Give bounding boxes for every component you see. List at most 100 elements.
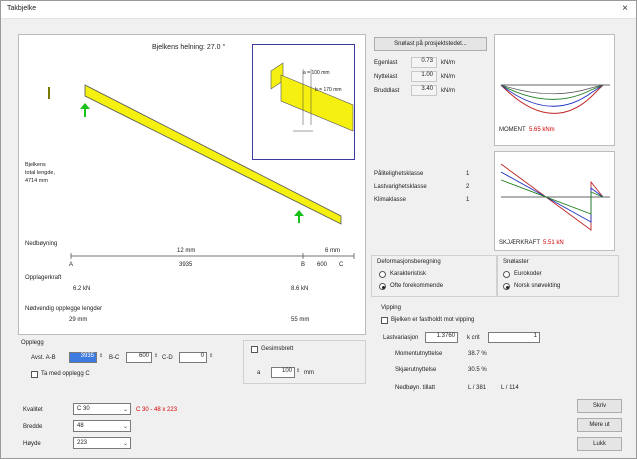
deflection-util-label: Nedbøyn. tillatt [395, 385, 436, 391]
beam-length-line2: total lengde, [25, 170, 55, 176]
standard-option-0[interactable]: Eurokoder [514, 271, 542, 277]
deformation-title: Deformasjonsberegning [377, 259, 441, 265]
beam-shape [84, 84, 342, 225]
moment-util-label: Momentutnyttelse [395, 351, 443, 357]
beam-length-line1: Bjelkens [25, 162, 46, 168]
avst-ab-field[interactable]: 3935 [69, 352, 97, 363]
support-b-label: B [301, 262, 306, 268]
bredde-select[interactable]: 48 ⌄ [73, 420, 131, 432]
standard-group [497, 255, 619, 297]
load-nytte-value: 1.00 [421, 72, 433, 78]
overhang-value: 100 [281, 368, 292, 374]
support-a-label: A [69, 262, 74, 268]
deflection-span: 12 mm [177, 248, 196, 254]
lastvariasjon-field[interactable]: 1.3760 [425, 332, 458, 343]
supports-group-label: Opplegg [21, 340, 44, 346]
detail-dim-b: b = 170 mm [315, 87, 342, 93]
reaction-b: 8.6 kN [291, 286, 309, 292]
deflection-cantilever: 6 mm [325, 248, 340, 254]
c-d-value: 0 [200, 353, 204, 359]
deformation-option-1[interactable]: Ofte forekommende [390, 283, 444, 289]
c-d-spinner[interactable]: ⇕ [209, 353, 214, 359]
span-bc-label: 600 [317, 262, 328, 268]
kvalitet-note: C 30 - 48 x 223 [136, 407, 178, 413]
kvalitet-label: Kvalitet [23, 407, 43, 413]
lastvariasjon-label: Lastvariasjon [383, 335, 419, 341]
deformation-option-0[interactable]: Karakteristisk [390, 271, 427, 277]
vipping-checkbox-label: Bjelken er fastholdt mot vipping [391, 317, 475, 323]
close-icon[interactable]: × [622, 3, 628, 14]
moment-value: 5.65 kNm [529, 127, 555, 133]
chevron-down-icon: ⌄ [122, 424, 128, 430]
avst-ab-label: Avst. A-B [31, 355, 56, 361]
load-egen-field: 0.73 [411, 57, 437, 68]
c-d-label: C-D [162, 355, 173, 361]
moment-chart: MOMENT 5.65 kNm [494, 34, 615, 146]
kvalitet-select[interactable]: C 30 ⌄ [73, 403, 131, 415]
shear-util-value: 30.5 % [468, 367, 487, 373]
more-button[interactable]: Mere ut [577, 418, 622, 432]
load-nytte-field: 1.00 [411, 71, 437, 82]
load-brudd-field: 3.40 [411, 85, 437, 96]
overhang-checkbox[interactable] [251, 346, 258, 353]
reactions-label: Opplagerkraft [25, 275, 62, 281]
more-button-label: Mere ut [589, 422, 610, 428]
hoyde-label: Høyde [23, 441, 41, 447]
deformation-option-0-radio[interactable] [379, 271, 386, 278]
hoyde-select[interactable]: 223 ⌄ [73, 437, 131, 449]
bearing-a: 29 mm [69, 317, 88, 323]
bredde-value: 48 [77, 423, 84, 429]
bearing-length-label: Nødvendig opplegge lengder [25, 306, 103, 312]
print-button[interactable]: Skriv [577, 399, 622, 413]
close-button[interactable]: Lukk [577, 437, 622, 451]
class-palitelighet-label: Pålitelighetsklasse [374, 171, 424, 177]
support-b-arrow [294, 210, 304, 223]
vipping-checkbox[interactable] [381, 317, 388, 324]
beam-drawing [48, 84, 355, 259]
deformation-option-1-radio[interactable] [379, 283, 386, 290]
standard-option-1[interactable]: Norsk snøvekting [514, 283, 561, 289]
b-c-spinner[interactable]: ⇕ [154, 353, 159, 359]
b-c-field[interactable]: 600 [126, 352, 152, 363]
moment-curves [500, 84, 610, 114]
detail-dim-a: a = 100 mm [303, 70, 330, 76]
kvalitet-value: C 30 [77, 406, 90, 412]
class-lastvarighet-label: Lastvarighetsklasse [374, 184, 427, 190]
avst-ab-spinner[interactable]: ⇕ [99, 353, 104, 359]
load-brudd-label: Bruddlast [374, 88, 400, 94]
standard-option-1-radio[interactable] [503, 283, 510, 290]
avst-ab-value: 3935 [80, 353, 94, 359]
beam-length-label: Bjelkens total lengde, 4714 mm [25, 161, 55, 185]
overhang-field[interactable]: 100 [271, 367, 295, 378]
snow-load-button[interactable]: Snølast på prosjektstedet... [374, 37, 487, 51]
deformation-group [371, 255, 497, 297]
nedboyning-label: Nedbøyning [25, 241, 58, 247]
standard-option-0-radio[interactable] [503, 271, 510, 278]
bredde-label: Bredde [23, 424, 43, 430]
kcrit-label: k crit [467, 335, 480, 341]
load-egen-label: Egenlast [374, 60, 398, 66]
bearing-b: 55 mm [291, 317, 310, 323]
shear-value: 5.51 kN [543, 240, 564, 246]
span-ab-label: 3935 [179, 262, 193, 268]
shear-chart: SKJÆRKRAFT 5.51 kN [494, 151, 615, 251]
c-d-field[interactable]: 0 [179, 352, 207, 363]
class-palitelighet-value: 1 [466, 171, 470, 177]
kcrit-field[interactable]: 1 [488, 332, 540, 343]
overhang-prefix: a [257, 370, 261, 376]
vipping-title: Vipping [381, 305, 401, 311]
standard-title: Snølaster [503, 259, 529, 265]
overhang-label: Gesimsbrett [261, 346, 294, 352]
detail-drawing [270, 62, 354, 132]
load-egen-value: 0.73 [421, 58, 433, 64]
overhang-spinner[interactable]: ⇕ [296, 368, 301, 374]
load-brudd-value: 3.40 [421, 86, 433, 92]
b-c-label: B-C [109, 355, 120, 361]
beam-length-line3: 4714 mm [25, 178, 48, 184]
snow-load-button-label: Snølast på prosjektstedet... [394, 41, 467, 47]
window-title: Takbjelke [7, 5, 37, 12]
lastvariasjon-value: 1.3760 [436, 333, 455, 339]
slope-heading: Bjelkens helning: 27.0 ° [152, 44, 226, 51]
reaction-a: 6.2 kN [73, 286, 91, 292]
tredje-opplegg-checkbox[interactable] [31, 371, 38, 378]
